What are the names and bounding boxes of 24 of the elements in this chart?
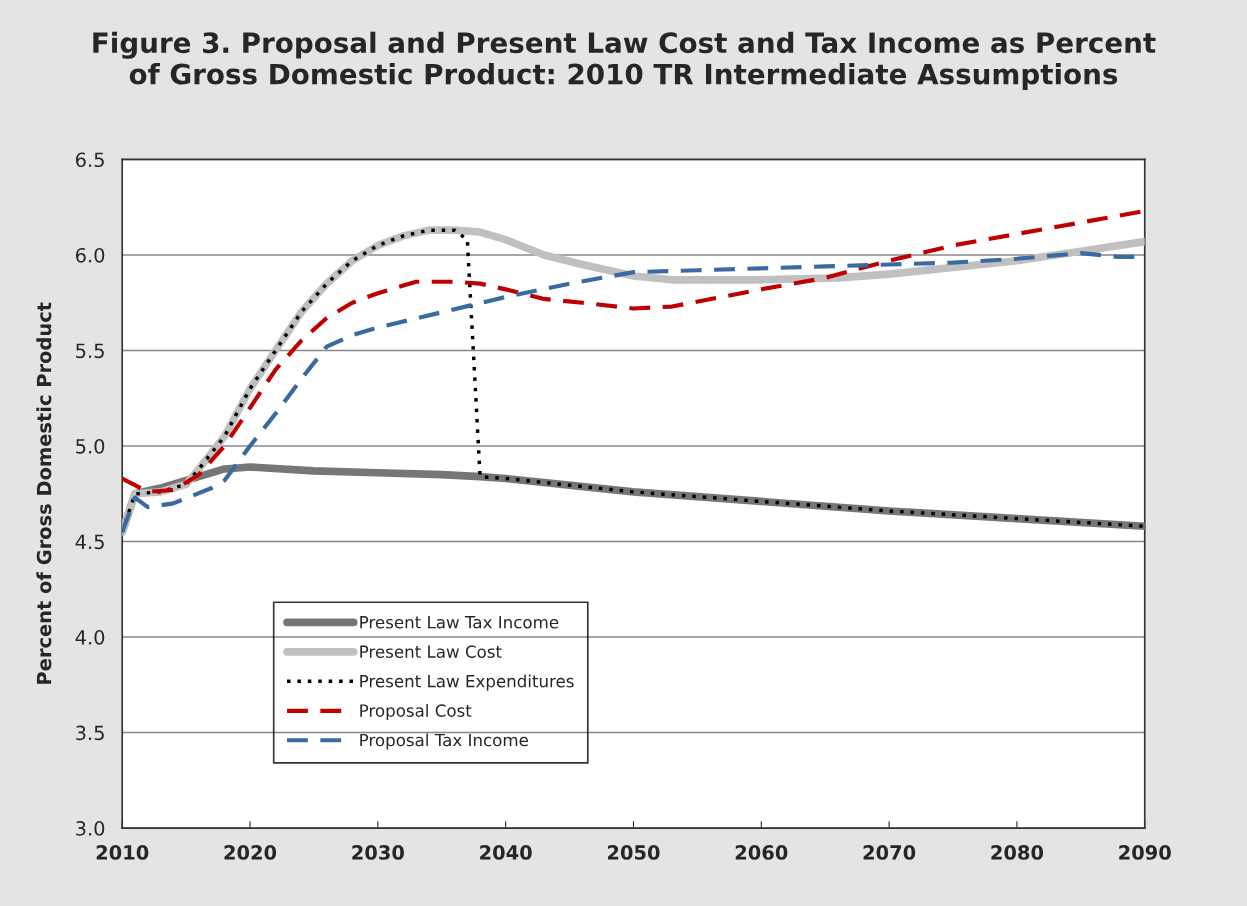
y-tick-label: 6.0 bbox=[75, 247, 105, 263]
x-tick-label: 2030 bbox=[352, 845, 404, 860]
x-tick-label: 2050 bbox=[607, 845, 660, 860]
legend-label: Present Law Expenditures bbox=[360, 674, 574, 691]
y-tick-label: 5.5 bbox=[76, 343, 104, 359]
chart-title: Figure 3. Proposal and Present Law Cost and Tax Income as Percent of Gross Domestic Product: 2010 TR Intermediate Assumptions bbox=[93, 31, 1156, 90]
y-tick-label: 4.5 bbox=[75, 534, 104, 550]
x-tick-label: 2040 bbox=[480, 845, 532, 860]
x-tick-label: 2060 bbox=[735, 845, 788, 860]
x-tick-label: 2090 bbox=[1119, 845, 1171, 860]
y-tick-label: 3.5 bbox=[76, 725, 104, 741]
y-tick-label: 6.5 bbox=[75, 152, 104, 168]
legend-label: Proposal Cost bbox=[360, 703, 472, 721]
x-tick-label: 2080 bbox=[991, 845, 1044, 860]
y-axis-title: Percent of Gross Domestic Product bbox=[36, 302, 52, 684]
y-tick-label: 3.0 bbox=[76, 821, 105, 836]
legend-label: Proposal Tax Income bbox=[360, 733, 528, 750]
x-tick-label: 2070 bbox=[863, 845, 916, 860]
legend-label: Present Law Cost bbox=[360, 645, 502, 658]
x-tick-label: 2020 bbox=[224, 845, 277, 860]
x-tick-label: 2010 bbox=[96, 845, 149, 860]
legend-label: Present Law Tax Income bbox=[360, 616, 559, 629]
y-tick-label: 4.0 bbox=[75, 630, 105, 645]
y-tick-label: 5.0 bbox=[76, 438, 105, 454]
